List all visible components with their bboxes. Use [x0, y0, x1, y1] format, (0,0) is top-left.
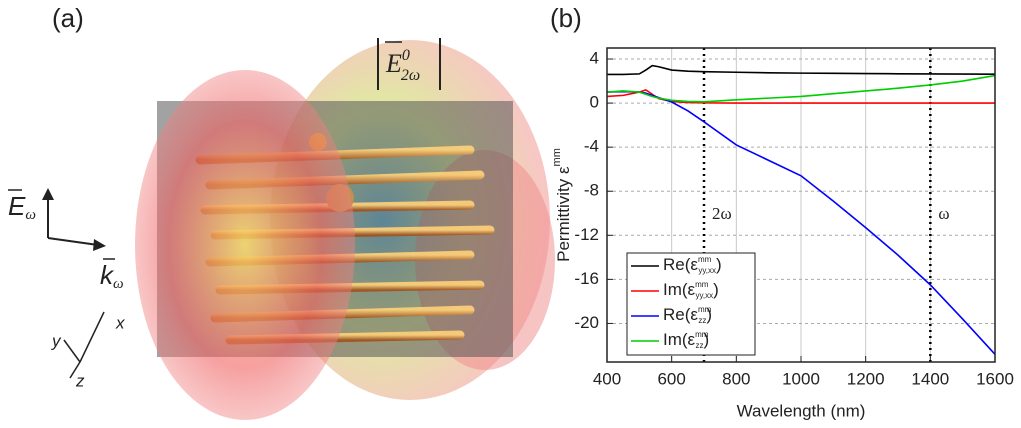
k-sub: ω: [113, 276, 124, 292]
panel-label: (a): [52, 3, 84, 33]
legend-close: ): [706, 305, 712, 324]
axis-y: y: [51, 331, 62, 350]
x-tick-label: 400: [593, 369, 621, 388]
k-symbol: k: [100, 260, 115, 290]
x-tick-label: 1200: [847, 369, 885, 388]
e-label: Eω: [8, 191, 36, 224]
e-symbol: E: [8, 191, 26, 221]
series-line: [606, 88, 995, 104]
x-tick-label: 1000: [782, 369, 820, 388]
field-label: E0 2ω: [385, 47, 420, 84]
legend-label: Im(εmm zz): [663, 330, 709, 350]
field-sup: 0: [402, 47, 410, 64]
e-sub: ω: [25, 207, 36, 223]
legend-sup: mm: [695, 330, 709, 339]
legend-label: Im(εmm yy,xx): [663, 280, 719, 300]
legend-label: Re(εmm yy,xx): [663, 255, 722, 275]
legend-sub: yy,xx: [698, 266, 716, 275]
field-sub: 2ω: [401, 67, 420, 84]
series-line: [606, 90, 996, 355]
legend-name: Im(ε: [663, 330, 696, 349]
legend-close: ): [716, 255, 722, 274]
x-tick-label: 1600: [976, 369, 1014, 388]
y-tick-label: -8: [584, 181, 599, 200]
k-label: kω: [100, 260, 124, 293]
coordinate-axes: [63, 311, 105, 379]
axis-z: z: [75, 371, 85, 390]
x-tick-label: 600: [657, 369, 685, 388]
series-line: [607, 64, 996, 76]
legend-sup: mm: [698, 255, 712, 264]
y-axis-label: Permittivity εmm: [551, 148, 574, 262]
legend-label: Re(εmm zz): [663, 305, 712, 325]
legend-close: ): [703, 330, 709, 349]
y-tick-label: -12: [574, 225, 599, 244]
series-line: [606, 74, 996, 103]
legend-sub: yy,xx: [695, 291, 713, 300]
y-tick-label: -20: [574, 313, 599, 332]
x-tick-label: 1400: [911, 369, 949, 388]
y-axis-label-text: Permittivity ε: [554, 166, 573, 262]
annotation: 2ω: [712, 204, 732, 223]
y-axis-label-sup: mm: [551, 148, 563, 166]
y-tick-label: -16: [574, 269, 599, 288]
panel-label: (b): [550, 3, 582, 33]
legend-sub: zz: [698, 316, 706, 325]
arrow-head: [42, 188, 54, 200]
legend-sup: mm: [695, 280, 709, 289]
y-tick-label: -4: [584, 137, 599, 156]
legend-name: Re(ε: [663, 305, 698, 324]
rendering: [135, 40, 555, 420]
legend-sup: mm: [698, 305, 712, 314]
lobe: [135, 70, 355, 420]
axis-x: x: [115, 313, 125, 332]
field-symbol: E: [385, 49, 402, 78]
x-axis-label: Wavelength (nm): [737, 401, 866, 420]
y-tick-label: 4: [590, 49, 599, 68]
legend-close: ): [713, 280, 719, 299]
legend-name: Re(ε: [663, 255, 698, 274]
x-tick-label: 800: [722, 369, 750, 388]
legend-name: Im(ε: [663, 280, 696, 299]
chart: 400 600 800 1000 1200 1400 1600 4 0 -4 -8 -12 -16 -20…: [551, 47, 1014, 420]
y-tick-label: 0: [590, 93, 599, 112]
legend-box: [626, 252, 756, 356]
legend-sub: zz: [695, 341, 703, 350]
plot-frame: [606, 47, 996, 363]
annotation: ω: [938, 204, 949, 223]
arrow-head: [93, 239, 106, 251]
k-arrow: [47, 237, 99, 246]
